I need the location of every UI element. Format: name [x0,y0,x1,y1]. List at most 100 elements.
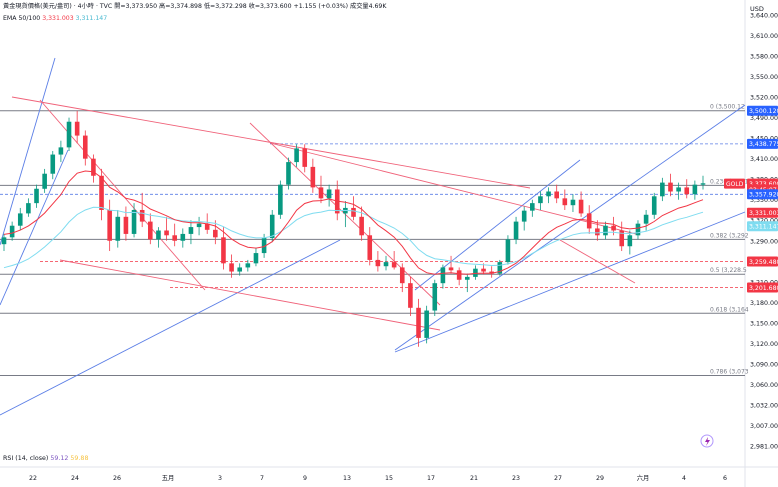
candle-body [148,221,153,240]
candle-body [643,214,649,224]
candle-body [156,230,161,240]
candle-body [351,207,356,217]
candle-body [408,283,413,308]
y-tick-label: 3,350.000 [750,197,778,204]
candle-body [676,187,681,192]
candle-body [123,216,129,234]
candle-body [367,235,373,260]
candle-body [692,184,698,195]
price-tag-bg [747,256,778,267]
x-tick-label: 9 [303,475,307,482]
candle-body [91,158,96,176]
candle-body [82,135,88,159]
candle-body [9,225,15,238]
fib-level-label: 0.5 (3,228.5 [710,267,747,274]
y-tick-label: 3,120.000 [750,341,778,348]
price-tag-bg [747,189,778,200]
candle-body [595,228,600,236]
candle-body [180,233,186,241]
y-tick-label: 3,490.000 [750,115,778,122]
fib-level-label: 0.786 (3,073 [710,369,749,376]
trend-line [0,239,341,416]
y-tick-label: 3,550.000 [750,74,778,81]
candle-body [42,173,47,189]
candle-body [627,235,633,247]
price-tag-bg [747,221,778,232]
price-tag-bg [747,207,778,218]
y-tick-label: 3,032.000 [750,402,778,409]
candle-body [26,203,31,214]
candle-body [294,148,299,163]
price-tag: 3,500.120 [749,108,778,115]
x-tick-label: 21 [470,475,478,482]
candle-body [229,263,234,272]
y-tick-label: 3,410.000 [750,156,778,163]
ema50-line [3,170,704,275]
symbol-title: 黃金現貨價格(美元/盎司) · 4小時 · TVC 開=3,373.950 高=… [3,2,387,10]
y-tick-label: 3,580.000 [750,54,778,61]
candle-body [521,210,527,222]
candle-body [668,182,673,192]
fib-level-label: 0.382 (3,292 [710,232,749,239]
candle-body [416,307,421,338]
candle-body [570,199,576,206]
trend-line [0,149,69,306]
candle-body [50,154,56,174]
price-tag: 3,331.003 [749,210,778,217]
candle-body [188,227,194,234]
candle-body [424,310,429,338]
trend-line [394,211,746,353]
candle-body [359,216,364,236]
candle-body [74,121,80,136]
candle-body [310,166,316,188]
y-tick-label: 3,520.000 [750,95,778,102]
candle-body [115,216,121,241]
x-tick-label: 22 [29,475,37,482]
price-tag: 3,311.147 [749,224,778,231]
x-tick-label: 17 [427,475,435,482]
candle-body [684,187,690,195]
y-tick-label: 3,320.000 [750,218,778,225]
price-tag: 3,373.600 [749,181,778,188]
candle-body [611,225,616,231]
x-tick-label: 五月 [162,474,175,482]
y-tick-label: 3,640.000 [750,13,778,20]
candle-body [554,191,559,199]
price-tag: 3,201.680 [749,285,778,292]
candle-body [269,214,275,239]
y-tick-label: 3,060.000 [750,382,778,389]
candle-body [603,225,608,236]
trend-line [0,57,56,246]
x-tick-label: 15 [385,475,393,482]
candle-body [635,223,641,236]
candle-body [172,235,177,241]
x-tick-label: 3 [218,475,222,482]
x-tick-label: 23 [512,475,520,482]
fib-level-label: 0.618 (3,164 [710,306,749,313]
candle-body [432,283,438,311]
candle-body [383,262,389,267]
candle-body [237,267,243,272]
price-tag: 3,259.480 [749,259,778,266]
candle-body [286,162,291,185]
candle-body [318,187,324,199]
price-tag: 3,357.920 [749,192,778,199]
candle-body [546,191,551,197]
candle-body [164,230,169,236]
candle-body [497,262,503,274]
x-tick-label: 26 [113,475,121,482]
lightning-glyph [705,437,710,446]
trend-line [59,259,441,331]
candle-body [326,189,332,199]
x-tick-label: 六月 [637,473,650,482]
symbol-tag: GOLD [726,181,744,188]
candle-body [245,263,251,268]
candle-body [399,267,405,284]
y-tick-label: 3,007.000 [750,423,778,430]
candle-body [204,223,210,230]
price-tag-bg [747,282,778,293]
candle-body [489,271,494,274]
candle-body [391,262,397,268]
